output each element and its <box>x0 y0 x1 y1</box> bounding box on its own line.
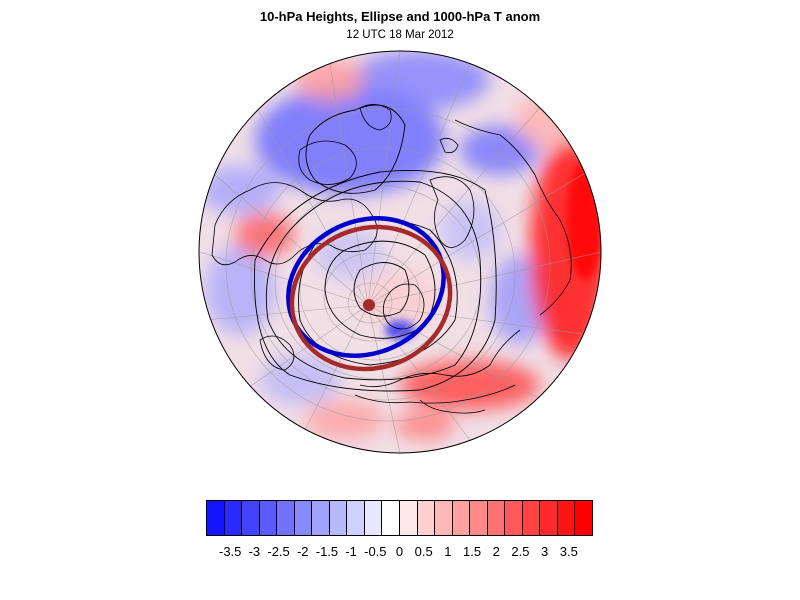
colorbar-swatch <box>487 501 506 535</box>
colorbar-tick-label: 2.5 <box>511 544 530 559</box>
colorbar-swatch <box>224 501 243 535</box>
colorbar-swatch <box>400 501 418 535</box>
colorbar-swatch <box>364 501 383 535</box>
map-title: 10-hPa Heights, Ellipse and 1000-hPa T a… <box>259 9 541 24</box>
colorbar-tick-label: -3.5 <box>218 544 242 559</box>
colorbar-tick-label: -2.5 <box>267 544 290 559</box>
colorbar-tick-label: -1.5 <box>315 544 339 559</box>
colorbar-tick-label: 2 <box>492 544 500 559</box>
colorbar-swatch <box>435 501 453 535</box>
colorbar-tick-label: 0.5 <box>414 544 433 559</box>
colorbar-tick-label: 3.5 <box>559 544 578 559</box>
colorbar-swatch <box>417 501 436 535</box>
map-subtitle: 12 UTC 18 Mar 2012 <box>346 29 454 41</box>
temperature-colorbar <box>206 500 593 536</box>
colorbar-swatch <box>382 501 401 535</box>
colorbar-tick-label: 1 <box>444 544 452 559</box>
colorbar-tick-label: -0.5 <box>364 544 387 559</box>
vortex-centroid-marker <box>363 299 375 311</box>
colorbar-swatch <box>312 501 330 535</box>
colorbar-swatch <box>294 501 313 535</box>
colorbar-tick-label: -1 <box>345 544 357 559</box>
colorbar-swatch <box>522 501 541 535</box>
colorbar-swatch <box>470 501 488 535</box>
colorbar-tick-label: -3 <box>248 544 261 559</box>
colorbar-swatch <box>329 501 348 535</box>
colorbar-tick-labels: -3.5 -3 -2.5 -2 -1.5 -1 -0.5 0 0.5 1 1.5 2 2.5 3 3.5 <box>0 544 800 564</box>
globe-outline <box>198 50 602 454</box>
red-vortex-ellipse <box>289 224 453 372</box>
colorbar-swatch <box>557 501 576 535</box>
colorbar-swatch <box>540 501 558 535</box>
colorbar-tick-label: -2 <box>296 544 309 559</box>
meridians <box>199 51 601 453</box>
colorbar-swatch <box>207 501 225 535</box>
colorbar-tick-label: 1.5 <box>463 544 482 559</box>
colorbar-swatch <box>259 501 278 535</box>
colorbar-swatch <box>575 501 593 535</box>
temperature-anomaly-field <box>199 51 601 453</box>
colorbar-swatch <box>277 501 295 535</box>
colorbar-swatch <box>452 501 471 535</box>
colorbar-swatch <box>505 501 523 535</box>
colorbar-swatch <box>347 501 365 535</box>
colorbar-tick-label: 0 <box>395 544 404 559</box>
coastlines <box>211 104 572 414</box>
colorbar-tick-label: 3 <box>541 544 549 559</box>
colorbar-swatch <box>242 501 260 535</box>
